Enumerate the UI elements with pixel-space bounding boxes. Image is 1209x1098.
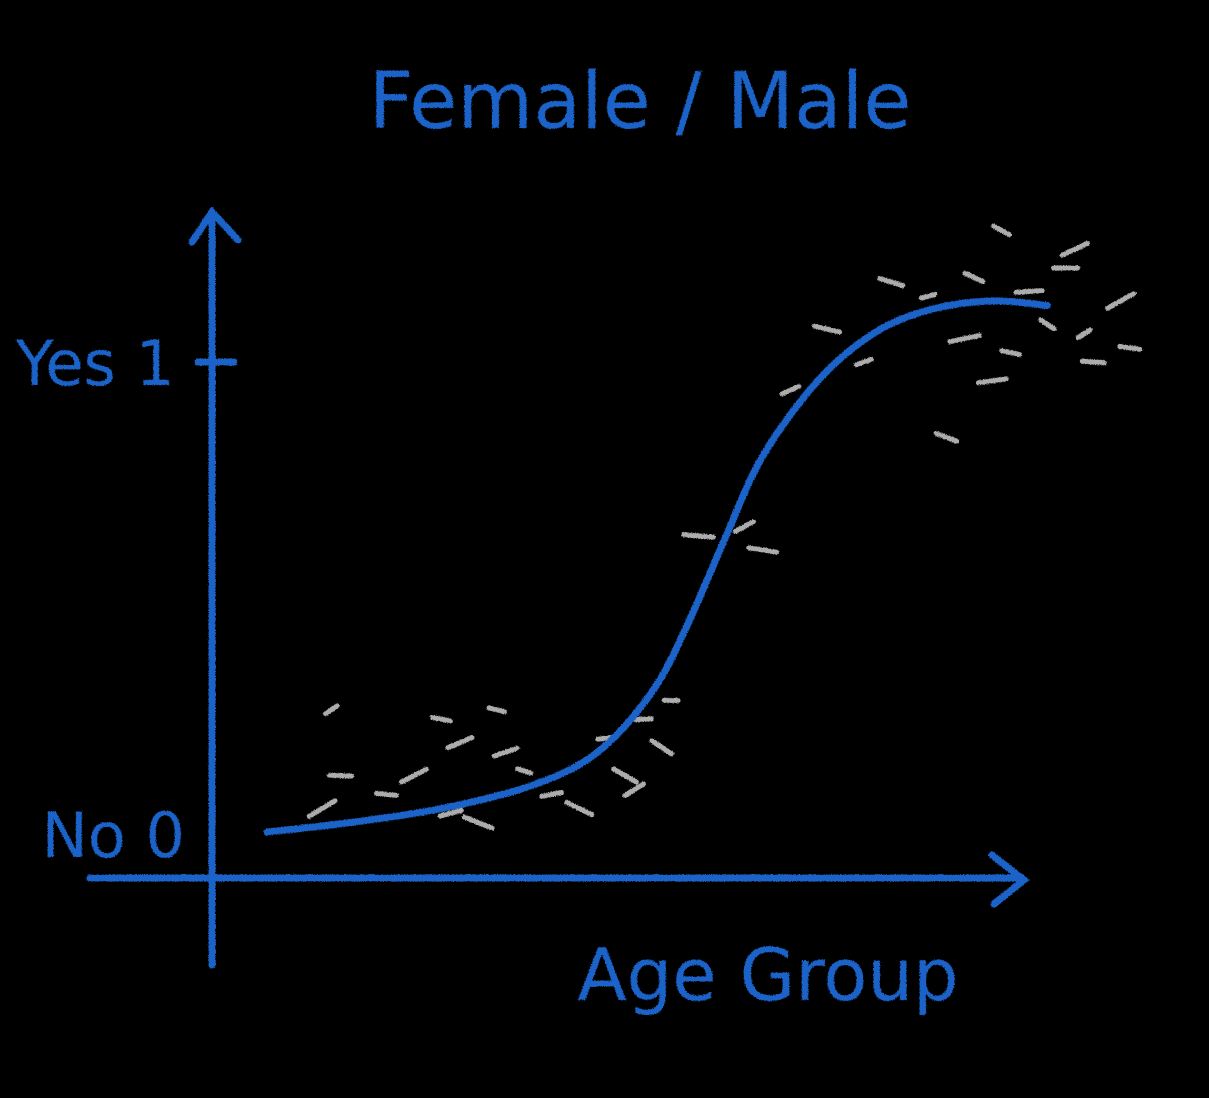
logistic-curve xyxy=(263,297,1051,836)
data-point xyxy=(975,376,1009,386)
y-axis-arrowhead xyxy=(188,206,242,246)
data-point xyxy=(962,270,986,285)
data-point xyxy=(991,223,1012,238)
data-point xyxy=(1013,288,1045,295)
data-point xyxy=(1075,327,1093,341)
data-point xyxy=(1059,240,1091,258)
data-point xyxy=(374,790,399,798)
data-point xyxy=(486,705,507,715)
data-point xyxy=(430,715,453,724)
data-point xyxy=(853,356,874,368)
data-point xyxy=(877,276,906,289)
data-point xyxy=(399,766,429,785)
data-point xyxy=(746,545,780,555)
data-point xyxy=(681,532,716,540)
data-point xyxy=(327,772,354,779)
data-point xyxy=(323,703,340,717)
data-point xyxy=(947,332,982,345)
data-point xyxy=(649,738,675,757)
data-point xyxy=(733,519,756,534)
data-point xyxy=(999,348,1022,357)
data-point xyxy=(437,807,464,819)
data-point xyxy=(1105,291,1137,311)
data-point xyxy=(779,384,802,397)
data-point xyxy=(611,766,639,785)
data-point xyxy=(1079,358,1107,366)
data-point xyxy=(933,430,960,444)
data-point xyxy=(622,781,647,798)
chart-title: Female / Male xyxy=(369,57,912,147)
axes xyxy=(86,206,1030,969)
data-point xyxy=(633,716,654,723)
data-point xyxy=(918,291,938,301)
data-point xyxy=(1117,344,1143,352)
data-point xyxy=(515,766,534,776)
data-point xyxy=(461,814,495,831)
y-tick-label-no: No 0 xyxy=(42,799,185,872)
data-point xyxy=(491,745,520,759)
data-point xyxy=(1038,317,1057,332)
data-point xyxy=(811,323,843,335)
x-axis-arrowhead xyxy=(988,851,1030,908)
data-point xyxy=(564,799,595,818)
data-point xyxy=(539,790,564,799)
data-point xyxy=(445,735,475,751)
x-axis-label: Age Group xyxy=(577,933,958,1017)
y-tick-label-yes: Yes 1 xyxy=(15,327,175,400)
data-point xyxy=(306,798,338,819)
